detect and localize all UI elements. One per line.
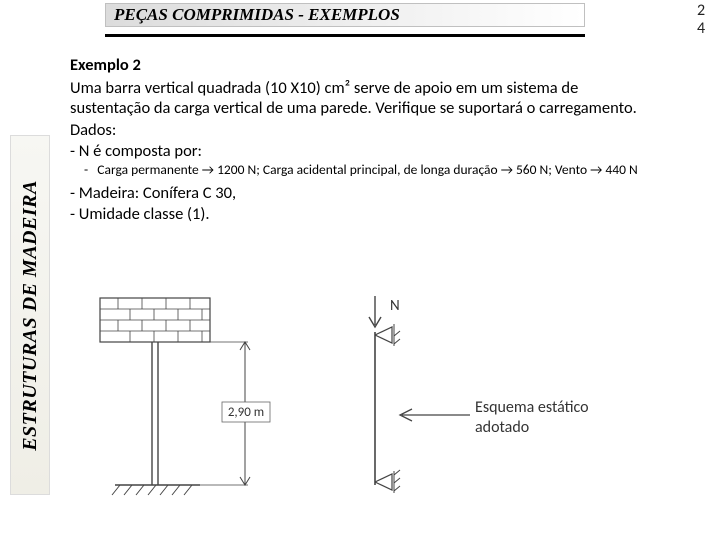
title-bar: PEÇAS COMPRIMIDAS - EXEMPLOS bbox=[105, 3, 585, 27]
page-title: PEÇAS COMPRIMIDAS - EXEMPLOS bbox=[114, 5, 400, 25]
slide-page: ESTRUTURAS DE MADEIRA PEÇAS COMPRIMIDAS … bbox=[0, 0, 720, 540]
figure: 2,90 m N Esquema estático adotado bbox=[70, 290, 630, 515]
example-paragraph: Uma barra vertical quadrada (10 X10) cm²… bbox=[70, 78, 645, 119]
dados-label: Dados: bbox=[70, 120, 645, 141]
dimension-label: 2,90 m bbox=[228, 405, 264, 420]
page-number-bottom: 4 bbox=[692, 20, 710, 38]
page-number-top: 2 bbox=[692, 2, 710, 20]
loads-line: - Carga permanente → 1200 N; Carga acide… bbox=[82, 161, 645, 179]
scheme-label-1: Esquema estático bbox=[475, 398, 589, 417]
scheme-label-2: adotado bbox=[475, 418, 529, 437]
sidebar-label: ESTRUTURAS DE MADEIRA bbox=[19, 180, 42, 451]
force-label: N bbox=[390, 297, 400, 315]
page-number: 2 4 bbox=[692, 2, 710, 38]
n-composition-line: - N é composta por: bbox=[70, 141, 645, 162]
loads-text: Carga permanente → 1200 N; Carga acident… bbox=[97, 161, 637, 178]
humidity-line: - Umidade classe (1). bbox=[70, 204, 645, 225]
title-underline bbox=[105, 34, 585, 37]
example-heading: Exemplo 2 bbox=[70, 55, 645, 76]
content-block: Exemplo 2 Uma barra vertical quadrada (1… bbox=[70, 55, 645, 225]
sidebar-box: ESTRUTURAS DE MADEIRA bbox=[10, 135, 50, 495]
wood-line: - Madeira: Conífera C 30, bbox=[70, 183, 645, 204]
loads-prefix: - bbox=[84, 161, 88, 178]
